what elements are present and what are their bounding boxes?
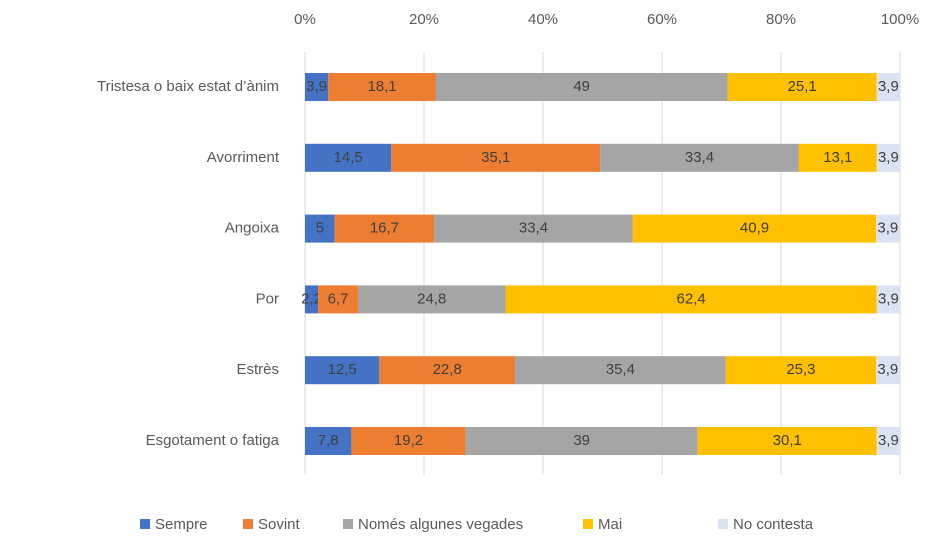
value-label: 25,1 — [788, 78, 817, 95]
value-label: 39 — [573, 432, 590, 449]
bar-segment — [505, 285, 877, 314]
bar-segment — [465, 427, 698, 455]
y-tick-label: Tristesa o baix estat d’ànim — [97, 78, 279, 95]
value-label: 18,1 — [367, 78, 396, 95]
bar-segment — [725, 356, 877, 385]
value-label: 5 — [316, 220, 324, 237]
value-label: 16,7 — [370, 220, 399, 237]
value-label: 3,9 — [878, 149, 899, 166]
x-tick-label: 60% — [647, 11, 677, 28]
y-tick-label: Esgotament o fatiga — [146, 432, 280, 449]
value-label: 30,1 — [773, 432, 802, 449]
value-label: 49 — [573, 78, 590, 95]
legend-swatch — [718, 519, 728, 529]
value-label: 3,9 — [878, 432, 899, 449]
value-label: 22,8 — [433, 361, 462, 378]
x-tick-label: 20% — [409, 11, 439, 28]
legend-swatch — [583, 519, 593, 529]
value-label: 14,5 — [334, 149, 363, 166]
value-label: 3,9 — [306, 78, 327, 95]
value-label: 12,5 — [328, 361, 357, 378]
bar-segment — [305, 356, 380, 385]
value-label: 33,4 — [519, 220, 548, 237]
bar-segment — [697, 427, 877, 455]
bar-segment — [876, 285, 900, 314]
y-tick-label: Avorriment — [207, 149, 280, 166]
bar-segment — [305, 73, 329, 101]
value-label: 13,1 — [823, 149, 852, 166]
value-label: 24,8 — [417, 290, 446, 307]
legend-label: Sovint — [258, 516, 301, 533]
bar-segment — [305, 285, 319, 314]
bar-segment — [357, 285, 506, 314]
legend-swatch — [243, 519, 253, 529]
bar-segment — [632, 214, 877, 243]
bar-segment — [727, 73, 877, 101]
bar-segment — [876, 214, 900, 243]
value-label: 35,1 — [481, 149, 510, 166]
bar-segment — [876, 143, 900, 172]
value-label: 35,4 — [606, 361, 635, 378]
bar-segment — [391, 143, 601, 172]
bar-segment — [328, 73, 436, 101]
bar-segment — [435, 73, 728, 101]
bar-segment — [334, 214, 435, 243]
x-tick-label: 80% — [766, 11, 796, 28]
bar-segment — [351, 427, 466, 455]
bar-segment — [876, 427, 900, 455]
value-label: 6,7 — [328, 290, 349, 307]
y-tick-label: Angoixa — [225, 220, 280, 237]
x-tick-label: 40% — [528, 11, 558, 28]
bar-segment — [600, 143, 799, 172]
bar-segment — [515, 356, 726, 385]
legend-label: No contesta — [733, 516, 814, 533]
bar-segment — [876, 356, 900, 385]
y-tick-label: Por — [256, 290, 279, 307]
bar-segment — [305, 427, 352, 455]
bar-segment — [798, 143, 877, 172]
bar-segment — [305, 214, 335, 243]
bar-segment — [434, 214, 633, 243]
legend-swatch — [140, 519, 150, 529]
y-tick-label: Estrès — [236, 361, 279, 378]
value-label: 25,3 — [786, 361, 815, 378]
bar-segment — [876, 73, 900, 101]
legend-label: Només algunes vegades — [358, 516, 523, 533]
value-label: 19,2 — [394, 432, 423, 449]
legend-swatch — [343, 519, 353, 529]
value-label: 3,9 — [877, 361, 898, 378]
value-label: 7,8 — [318, 432, 339, 449]
legend-label: Sempre — [155, 516, 208, 533]
bar-segment — [318, 285, 358, 314]
value-label: 62,4 — [677, 290, 706, 307]
x-tick-label: 0% — [294, 11, 316, 28]
value-label: 3,9 — [877, 220, 898, 237]
value-label: 40,9 — [740, 220, 769, 237]
x-tick-label: 100% — [881, 11, 919, 28]
bar-segment — [379, 356, 516, 385]
value-label: 3,9 — [878, 78, 899, 95]
legend-label: Mai — [598, 516, 622, 533]
bar-segment — [305, 143, 392, 172]
value-label: 3,9 — [878, 290, 899, 307]
value-label: 33,4 — [685, 149, 714, 166]
value-label: 2,2 — [301, 290, 322, 307]
